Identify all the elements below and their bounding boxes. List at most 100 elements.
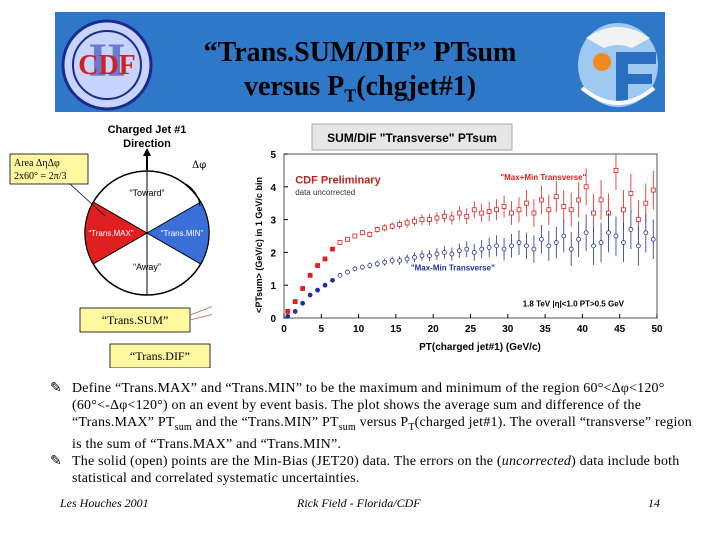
x-tick-label: 20 bbox=[428, 324, 440, 335]
data-point-max-minus-min bbox=[464, 246, 470, 252]
data-point-max-minus-min bbox=[404, 256, 410, 262]
data-point-max-minus-min bbox=[285, 313, 291, 319]
data-point-max-minus-min bbox=[561, 233, 567, 239]
data-point-max-plus-min bbox=[546, 207, 552, 213]
y-tick-label: 2 bbox=[270, 248, 276, 259]
away-label: “Away” bbox=[133, 262, 161, 272]
data-point-max-plus-min bbox=[650, 187, 656, 193]
data-point-max-minus-min bbox=[330, 277, 335, 283]
y-tick-label: 1 bbox=[270, 281, 276, 292]
data-point-max-minus-min bbox=[374, 261, 380, 267]
data-point-max-minus-min bbox=[509, 243, 514, 249]
data-point-max-plus-min bbox=[591, 210, 596, 216]
footer-author: Rick Field - Florida/CDF bbox=[297, 496, 421, 510]
data-point-max-minus-min bbox=[367, 263, 373, 268]
dphi-arc bbox=[185, 183, 201, 207]
data-point-max-minus-min bbox=[538, 236, 544, 242]
data-point-max-plus-min bbox=[583, 184, 589, 190]
cdf-logo: II CDF bbox=[61, 19, 153, 111]
uncorrected-note: data uncorrected bbox=[295, 188, 355, 197]
arrow-head-icon bbox=[143, 148, 151, 156]
ptsum-chart: SUM/DIF "Transverse" PTsum 0 5 10 15 20 25 30 3… bbox=[212, 120, 674, 354]
trans-sum-label: “Trans.SUM” bbox=[102, 313, 169, 327]
data-point-max-plus-min bbox=[568, 207, 574, 213]
x-axis-label: PT(charged jet#1) (GeV/c) bbox=[419, 342, 541, 353]
data-point-max-minus-min bbox=[568, 246, 574, 252]
data-point-max-minus-min bbox=[449, 251, 455, 257]
data-point-max-plus-min bbox=[359, 230, 365, 236]
data-point-max-minus-min bbox=[546, 243, 552, 249]
data-point-max-plus-min bbox=[479, 210, 485, 216]
data-point-max-plus-min bbox=[389, 223, 395, 229]
preliminary-label: CDF Preliminary bbox=[295, 175, 381, 187]
data-point-max-minus-min bbox=[553, 240, 559, 245]
data-point-max-plus-min bbox=[516, 207, 522, 213]
cdf-logo-text: CDF bbox=[78, 50, 136, 81]
data-point-max-minus-min bbox=[359, 264, 365, 270]
data-point-max-plus-min bbox=[509, 210, 514, 216]
data-point-max-plus-min bbox=[464, 213, 470, 219]
callout-pointer bbox=[69, 183, 106, 217]
data-point-max-plus-min bbox=[501, 204, 507, 209]
data-point-max-minus-min bbox=[434, 251, 440, 257]
data-point-max-minus-min bbox=[322, 282, 328, 288]
dphi-label: Δφ bbox=[192, 160, 206, 171]
transmax-label: “Trans.MAX” bbox=[88, 229, 133, 238]
area-callout bbox=[9, 153, 89, 185]
trans-sum-box bbox=[79, 307, 191, 333]
cut-note: 1.8 TeV |η|<1.0 PT>0.5 GeV bbox=[523, 300, 625, 309]
data-point-max-minus-min bbox=[345, 269, 350, 275]
data-point-max-minus-min bbox=[292, 309, 298, 314]
pen-bullet-icon: ✎ bbox=[50, 452, 62, 469]
data-point-max-minus-min bbox=[628, 227, 634, 232]
slide-title: “Trans.SUM/DIF” PTsum versus PT(chgjet#1… bbox=[120, 36, 600, 113]
data-point-max-plus-min bbox=[524, 200, 529, 206]
x-tick-label: 5 bbox=[319, 324, 325, 335]
x-tick-label: 25 bbox=[465, 324, 477, 335]
chart-title-box bbox=[311, 123, 513, 151]
data-point-max-plus-min bbox=[337, 240, 343, 245]
data-point-max-minus-min bbox=[412, 254, 417, 260]
data-point-max-minus-min bbox=[598, 240, 604, 245]
trans-dif-label: “Trans.DIF” bbox=[130, 349, 190, 363]
data-point-max-minus-min bbox=[516, 240, 522, 245]
data-point-max-plus-min bbox=[628, 190, 634, 196]
data-point-max-plus-min bbox=[330, 246, 335, 252]
data-point-max-minus-min bbox=[591, 243, 596, 249]
data-point-max-plus-min bbox=[576, 197, 582, 203]
data-point-max-minus-min bbox=[531, 246, 537, 252]
data-point-max-plus-min bbox=[419, 217, 425, 222]
plot-frame bbox=[283, 153, 658, 319]
legend-max-plus-min: "Max+Min Transverse" bbox=[500, 173, 586, 182]
data-point-max-minus-min bbox=[315, 287, 320, 293]
data-point-max-plus-min bbox=[427, 217, 432, 222]
data-point-max-plus-min bbox=[285, 309, 291, 314]
data-point-max-minus-min bbox=[635, 243, 641, 249]
diagram-heading-1: Charged Jet #1 bbox=[108, 124, 187, 136]
data-point-max-plus-min bbox=[441, 213, 447, 219]
pen-bullet-icon: ✎ bbox=[50, 380, 62, 396]
legend-max-minus-min: "Max-Min Transverse" bbox=[411, 263, 495, 272]
data-point-max-minus-min bbox=[486, 245, 492, 250]
transmin-label: “Trans.MIN” bbox=[161, 229, 204, 238]
y-axis-label: <PTsum> (GeV/c) in 1 GeV/c bin bbox=[254, 177, 264, 313]
x-tick-label: 45 bbox=[614, 324, 626, 335]
x-tick-label: 40 bbox=[577, 324, 589, 335]
data-point-max-minus-min bbox=[606, 230, 611, 236]
data-point-max-plus-min bbox=[397, 222, 403, 227]
data-point-max-minus-min bbox=[382, 259, 388, 265]
data-point-max-minus-min bbox=[650, 236, 656, 242]
data-point-max-plus-min bbox=[449, 215, 455, 221]
diagram-heading-2: Direction bbox=[123, 138, 171, 150]
data-point-max-plus-min bbox=[292, 299, 298, 305]
page-number: 14 bbox=[648, 496, 660, 510]
y-tick-label: 0 bbox=[270, 314, 276, 325]
data-point-max-minus-min bbox=[307, 292, 313, 298]
data-point-max-plus-min bbox=[382, 225, 388, 231]
data-point-max-minus-min bbox=[456, 248, 462, 254]
y-tick-label: 3 bbox=[270, 216, 276, 227]
data-point-max-minus-min bbox=[352, 266, 358, 272]
data-point-max-minus-min bbox=[441, 249, 447, 255]
data-point-max-plus-min bbox=[531, 210, 537, 216]
